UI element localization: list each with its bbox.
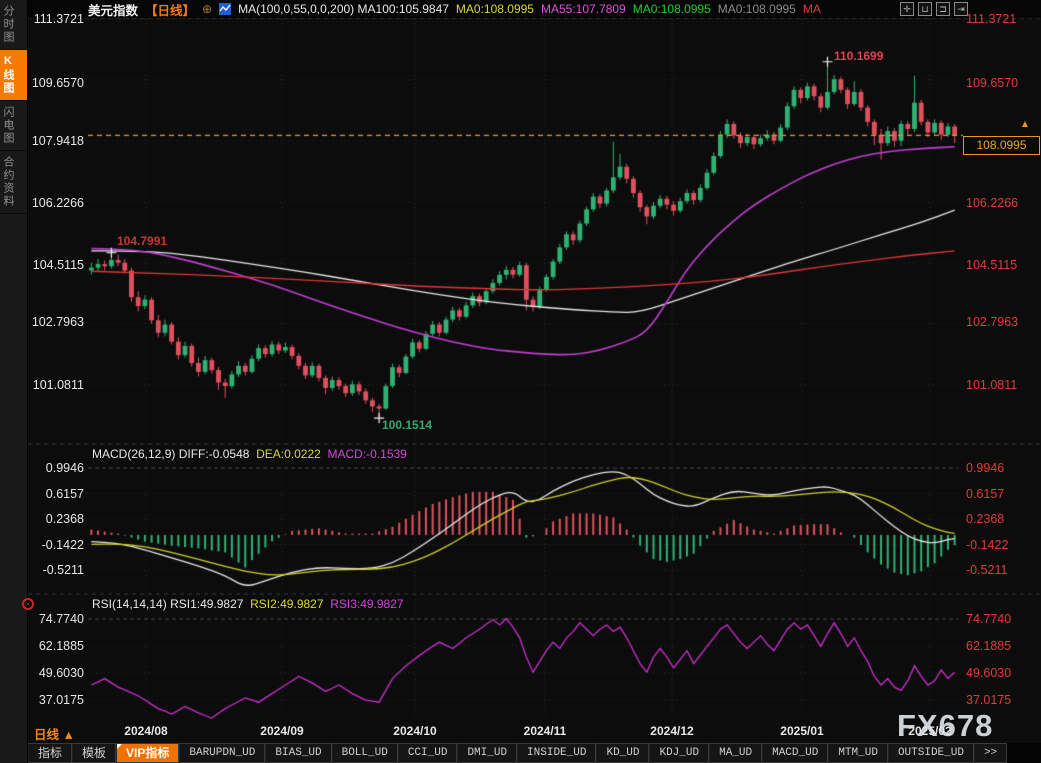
rsi-axis-label-right: 62.1885	[966, 639, 1012, 653]
red-circle-icon[interactable]	[22, 598, 34, 610]
add-indicator-icon[interactable]: ⊕	[202, 2, 213, 16]
macd-axis-label-right: 0.6157	[966, 487, 1005, 501]
ma100-value: MA100:105.9847	[357, 2, 449, 16]
date-axis-label: 2024/12	[650, 724, 694, 738]
marked-high-label: 110.1699	[834, 49, 884, 63]
sidebar-tab-contract-info[interactable]: 合约资料	[0, 151, 27, 214]
sidebar-tab-lightning-chart[interactable]: 闪电图	[0, 101, 27, 151]
ma-settings-label: MA(100,0,55,0,0,200) MA100:105.9847	[238, 2, 449, 16]
ma-red-label: MA	[802, 2, 821, 16]
rsi-axis-label-right: 74.7740	[966, 612, 1012, 626]
marked-low-label: 100.1514	[382, 418, 433, 432]
rsi1-value: RSI1:49.9827	[170, 597, 244, 611]
period-tag: 【日线】	[145, 3, 196, 18]
ma0-gray-value: MA0:108.0995	[717, 2, 796, 16]
pan-icon[interactable]: ✛	[900, 2, 914, 16]
ma0-green-value: MA0:108.0995	[632, 2, 711, 16]
sidebar-tab-kline-chart[interactable]: K线图	[0, 50, 27, 101]
zoom-x-axis-icon[interactable]: ⊐	[936, 2, 950, 16]
date-axis-label: 2024/11	[523, 724, 567, 738]
macd-axis-label-left: 0.2368	[45, 512, 84, 526]
start-high-label: 104.7991	[117, 234, 168, 248]
tab-barupdn-ud[interactable]: BARUPDN_UD	[179, 743, 266, 763]
tab-mtm-ud[interactable]: MTM_UD	[828, 743, 888, 763]
topbar: 美元指数 【日线】 ⊕ MA(100,0,55,0,0,200) MA100:105…	[28, 0, 1041, 18]
price-axis-label-left: 106.2266	[31, 196, 84, 210]
rsi-axis-label-left: 62.1885	[38, 639, 84, 653]
chart-thumbnail-icon	[219, 3, 232, 15]
date-axis-label: 2024/10	[393, 724, 437, 738]
ma55-value: MA55:107.7809	[540, 2, 626, 16]
date-axis-label: 2025/01	[780, 724, 824, 738]
sidebar-tab-time-chart[interactable]: 分时图	[0, 0, 27, 50]
macd-axis-label-left: -0.5211	[42, 563, 84, 577]
macd-value: MACD:-0.1539	[327, 447, 407, 461]
rsi-axis-label-left: 49.6030	[38, 666, 84, 680]
tab-kdj-ud[interactable]: KDJ_UD	[649, 743, 710, 763]
price-axis-label-left: 107.9418	[31, 134, 84, 148]
rsi-axis-label-left: 37.0175	[38, 693, 84, 707]
rsi3-value: RSI3:49.9827	[330, 597, 404, 611]
tab-outside-ud[interactable]: OUTSIDE_UD	[887, 743, 974, 763]
rsi-panel-title: RSI(14,14,14) RSI1:49.9827 RSI2:49.9827 …	[92, 597, 404, 611]
price-axis-label-left: 104.5115	[32, 258, 84, 272]
price-axis-label-right: 101.0811	[966, 378, 1018, 392]
ma0-yellow-value: MA0:108.0995	[455, 2, 534, 16]
price-axis-label-left: 102.7963	[31, 315, 84, 329]
price-axis-label-left: 109.6570	[31, 76, 84, 90]
tab-ma-ud[interactable]: MA_UD	[709, 743, 763, 763]
period-selector[interactable]: 日线 ▲	[34, 728, 75, 742]
rsi-axis-label-right: 49.6030	[966, 666, 1012, 680]
indicator-toolbar: 指标 模板 VIP指标 BARUPDN_UD BIAS_UD BOLL_UD C…	[28, 743, 1041, 763]
last-price-tag: 108.0995	[963, 136, 1040, 155]
rsi-axis-label-right: 37.0175	[966, 693, 1012, 707]
tab-more[interactable]: >>	[973, 743, 1008, 763]
macd-axis-label-left: 0.9946	[45, 461, 84, 475]
tab-kd-ud[interactable]: KD_UD	[596, 743, 650, 763]
price-axis-label-right: 102.7963	[966, 315, 1019, 329]
tab-bias-ud[interactable]: BIAS_UD	[265, 743, 332, 763]
date-axis-label: 2024/09	[260, 724, 304, 738]
price-axis-label-left: 101.0811	[32, 378, 84, 392]
macd-diff-value: DIFF:-0.0548	[178, 447, 250, 461]
tab-macd-ud[interactable]: MACD_UD	[762, 743, 829, 763]
tab-boll-ud[interactable]: BOLL_UD	[331, 743, 398, 763]
macd-panel-title: MACD(26,12,9) DIFF:-0.0548 DEA:0.0222 MA…	[92, 447, 407, 461]
watermark: FX678	[897, 708, 994, 743]
tab-vip-indicator[interactable]: VIP指标	[116, 743, 180, 763]
price-axis-label-left: 111.3721	[33, 12, 84, 26]
macd-axis-label-left: -0.1422	[41, 538, 84, 552]
zoom-y-axis-icon[interactable]: ⊔	[918, 2, 932, 16]
macd-dea-value: DEA:0.0222	[256, 447, 321, 461]
macd-axis-label-right: -0.5211	[966, 563, 1008, 577]
tab-template[interactable]: 模板	[72, 743, 117, 763]
macd-axis-label-right: -0.1422	[966, 538, 1009, 552]
macd-axis-label-right: 0.9946	[966, 461, 1005, 475]
price-axis-label-right: 111.3721	[966, 12, 1017, 26]
instrument-title: 美元指数	[88, 3, 139, 18]
sidebar: 分时图 K线图 闪电图 合约资料	[0, 0, 28, 763]
price-up-arrow-icon: ▲	[1020, 119, 1030, 130]
date-axis-label: 2025/02	[908, 724, 952, 738]
rsi2-value: RSI2:49.9827	[250, 597, 324, 611]
panel-expand-icon[interactable]: ⇥	[954, 2, 968, 16]
tab-indicator[interactable]: 指标	[28, 743, 73, 763]
tab-dmi-ud[interactable]: DMI_UD	[457, 743, 518, 763]
price-axis-label-right: 104.5115	[966, 258, 1018, 272]
macd-axis-label-left: 0.6157	[45, 487, 84, 501]
rsi-axis-label-left: 74.7740	[38, 612, 84, 626]
price-axis-label-right: 106.2266	[966, 196, 1019, 210]
tab-cci-ud[interactable]: CCI_UD	[397, 743, 458, 763]
date-axis-label: 2024/08	[124, 724, 168, 738]
chart-toolbar-icons: ✛ ⊔ ⊐ ⇥	[900, 2, 968, 16]
price-axis-label-right: 109.6570	[966, 76, 1019, 90]
tab-inside-ud[interactable]: INSIDE_UD	[517, 743, 597, 763]
macd-axis-label-right: 0.2368	[966, 512, 1005, 526]
